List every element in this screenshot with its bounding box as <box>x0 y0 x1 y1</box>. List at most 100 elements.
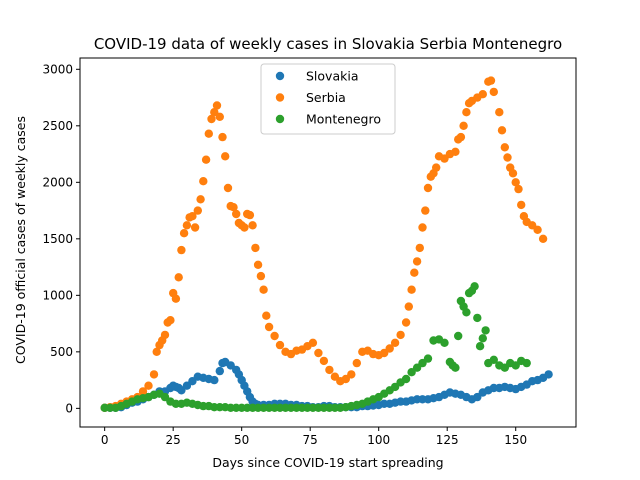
data-point <box>421 206 430 215</box>
data-point <box>481 326 490 335</box>
data-point <box>470 282 479 291</box>
data-point <box>138 387 148 396</box>
y-tick-label: 3000 <box>42 62 73 76</box>
data-point <box>190 223 200 232</box>
data-point <box>160 330 170 340</box>
x-tick-label: 50 <box>234 433 249 447</box>
legend-box <box>260 63 396 135</box>
data-point <box>423 183 433 193</box>
data-point <box>423 354 433 363</box>
data-point <box>462 108 471 117</box>
data-point <box>245 210 255 220</box>
x-axis-label: Days since COVID-19 start spreading <box>212 455 443 470</box>
plot-points <box>100 76 553 412</box>
data-point <box>385 344 394 353</box>
data-point <box>456 132 466 142</box>
data-point <box>256 271 266 281</box>
data-point <box>495 108 504 117</box>
x-tick-label: 0 <box>101 433 109 447</box>
data-point <box>149 370 159 379</box>
x-tick-label: 75 <box>303 433 318 447</box>
data-point <box>412 257 422 266</box>
data-point <box>500 143 509 152</box>
data-point <box>533 225 542 234</box>
data-point <box>325 365 334 375</box>
data-point <box>478 90 487 99</box>
plot-area-frame <box>79 57 577 428</box>
data-point <box>390 338 400 347</box>
data-point <box>193 206 202 215</box>
data-point <box>259 285 268 294</box>
data-point <box>270 331 279 341</box>
data-point <box>475 342 485 351</box>
data-point <box>204 129 213 138</box>
data-point <box>314 348 323 358</box>
legend-label: Slovakia <box>306 69 358 84</box>
data-point <box>538 234 548 243</box>
data-point <box>177 245 186 255</box>
data-point <box>223 183 233 193</box>
data-point <box>462 308 471 317</box>
legend-marker <box>275 71 285 81</box>
data-point <box>489 87 498 97</box>
data-point <box>171 294 181 303</box>
data-point <box>182 221 192 230</box>
data-point <box>188 212 197 221</box>
legend-label: Serbia <box>306 90 346 105</box>
data-point <box>232 209 241 219</box>
data-point <box>459 121 468 130</box>
data-point <box>489 355 498 364</box>
data-point <box>341 374 350 384</box>
data-point <box>210 375 219 385</box>
data-point <box>210 108 219 117</box>
data-point <box>166 316 175 325</box>
legend-label: Montenegro <box>306 112 381 127</box>
data-point <box>347 370 356 379</box>
data-point <box>218 132 227 142</box>
y-tick-label: 1500 <box>42 232 73 246</box>
data-point <box>248 221 257 230</box>
legend-marker <box>275 114 285 124</box>
legend: Slovakia Serbia Montenegro <box>260 63 396 135</box>
data-point <box>251 243 260 253</box>
data-point <box>262 311 271 320</box>
data-point <box>207 114 216 124</box>
data-point <box>401 374 411 384</box>
data-point <box>401 318 411 327</box>
data-point <box>199 177 208 186</box>
data-point <box>174 273 183 282</box>
data-point <box>451 147 460 156</box>
data-point <box>177 386 186 395</box>
data-point <box>517 200 526 210</box>
x-tick-label: 125 <box>436 433 459 447</box>
data-point <box>478 334 487 343</box>
data-point <box>451 363 460 372</box>
y-axis-label: COVID-19 official cases of weekly cases <box>13 116 28 364</box>
data-point <box>432 163 441 172</box>
data-point <box>212 101 222 110</box>
data-point <box>152 347 161 356</box>
series-serbia <box>100 76 548 412</box>
data-point <box>440 338 449 347</box>
data-point <box>319 356 329 366</box>
data-point <box>221 152 230 161</box>
data-point <box>503 153 512 162</box>
data-point <box>215 112 224 122</box>
data-point <box>522 358 531 368</box>
chart-title: COVID-19 data of weekly cases in Slovaki… <box>94 35 562 53</box>
data-point <box>229 203 238 212</box>
data-point <box>415 243 424 253</box>
data-point <box>486 76 496 85</box>
data-point <box>473 392 482 402</box>
data-point <box>410 268 419 277</box>
x-tick-label: 25 <box>166 433 181 447</box>
data-point <box>308 338 318 347</box>
x-tick-label: 150 <box>504 433 527 447</box>
data-point <box>544 370 553 379</box>
data-point <box>215 366 224 376</box>
legend-marker <box>275 93 285 102</box>
data-point <box>240 223 249 232</box>
data-point <box>514 184 523 194</box>
data-point <box>196 195 205 204</box>
